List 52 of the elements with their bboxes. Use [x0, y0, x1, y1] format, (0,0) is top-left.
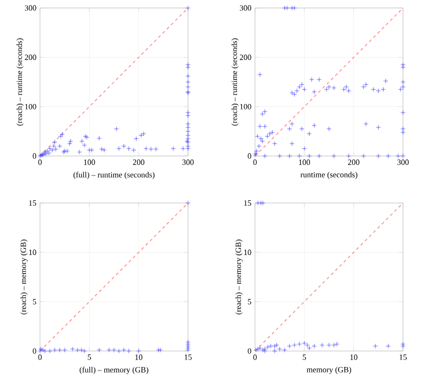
point — [302, 340, 307, 346]
point — [274, 342, 280, 348]
point — [136, 348, 142, 354]
point — [42, 348, 48, 354]
point — [40, 348, 46, 352]
point — [258, 346, 262, 350]
point — [186, 344, 190, 348]
point — [186, 200, 190, 206]
point — [386, 344, 391, 348]
point — [121, 348, 126, 352]
point — [256, 200, 260, 206]
point — [47, 348, 52, 354]
point — [126, 348, 132, 354]
point — [79, 348, 84, 352]
point — [372, 344, 378, 348]
point — [186, 342, 190, 346]
point — [292, 342, 297, 348]
point — [52, 348, 58, 352]
point — [326, 342, 332, 348]
point — [186, 348, 190, 352]
point — [186, 346, 190, 350]
point — [400, 344, 406, 348]
point — [38, 346, 44, 352]
point — [57, 348, 62, 352]
point — [287, 344, 292, 348]
point — [400, 342, 406, 346]
point — [277, 346, 282, 352]
point — [332, 342, 336, 348]
point — [75, 348, 80, 352]
point — [334, 342, 340, 346]
point — [116, 348, 122, 354]
point — [320, 342, 324, 348]
point — [265, 344, 270, 350]
point — [254, 348, 258, 352]
point — [272, 348, 278, 354]
point — [304, 342, 310, 348]
point — [186, 340, 190, 345]
point — [106, 348, 112, 352]
point — [297, 342, 302, 346]
point — [112, 348, 116, 352]
point — [260, 348, 266, 352]
point — [312, 344, 317, 348]
point — [282, 348, 288, 352]
point — [268, 344, 274, 348]
point — [306, 346, 312, 350]
point — [158, 348, 163, 352]
point — [258, 200, 264, 206]
point — [62, 348, 68, 352]
point — [96, 348, 102, 352]
point — [156, 348, 161, 352]
point — [82, 348, 87, 354]
point — [70, 346, 75, 352]
